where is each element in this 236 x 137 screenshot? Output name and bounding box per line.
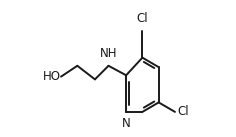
Text: Cl: Cl <box>137 12 148 25</box>
Text: HO: HO <box>43 70 61 83</box>
Text: Cl: Cl <box>178 105 189 118</box>
Text: NH: NH <box>100 47 117 60</box>
Text: N: N <box>122 117 131 130</box>
